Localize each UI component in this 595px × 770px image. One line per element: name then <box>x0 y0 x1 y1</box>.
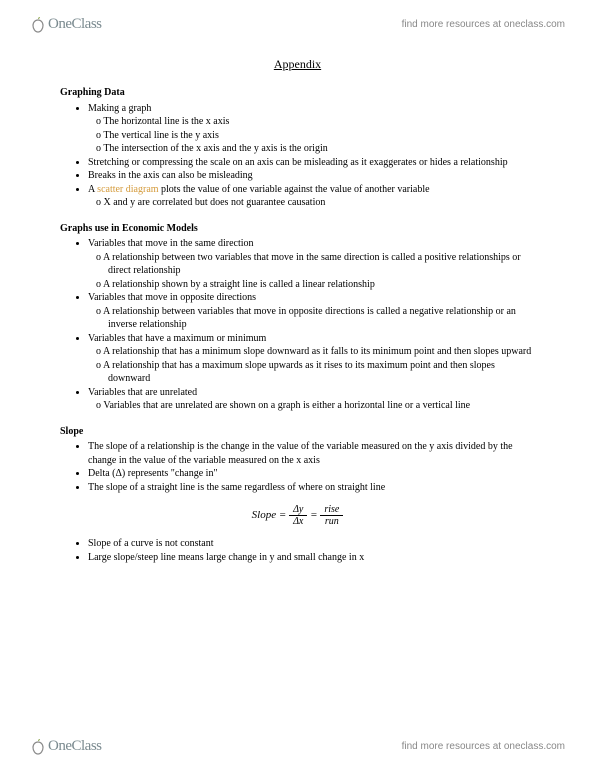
brand-name: OneClass <box>48 738 102 755</box>
list-item: Slope of a curve is not constant <box>88 537 535 551</box>
denominator: Δx <box>289 516 307 527</box>
list-item: Stretching or compressing the scale on a… <box>88 156 535 170</box>
page-footer: OneClass find more resources at oneclass… <box>0 730 595 762</box>
list-item: Variables that are unrelated Variables t… <box>88 386 535 413</box>
sublist: Variables that are unrelated are shown o… <box>88 399 535 413</box>
header-tagline: find more resources at oneclass.com <box>402 19 565 30</box>
apple-icon <box>30 737 46 755</box>
list-item: The slope of a straight line is the same… <box>88 481 535 495</box>
list-item: A relationship that has a minimum slope … <box>108 345 535 359</box>
document-body: Appendix Graphing Data Making a graph Th… <box>60 56 535 722</box>
list-item: A scatter diagram plots the value of one… <box>88 183 535 210</box>
numerator: rise <box>320 504 343 516</box>
denominator: run <box>320 516 343 527</box>
sublist: A relationship that has a minimum slope … <box>88 345 535 386</box>
brand-logo: OneClass <box>30 737 102 755</box>
list-item: The intersection of the x axis and the y… <box>108 142 535 156</box>
list-item: A relationship between variables that mo… <box>108 305 535 332</box>
list-item: X and y are correlated but does not guar… <box>108 196 535 210</box>
list-item: A relationship that has a maximum slope … <box>108 359 535 386</box>
list-item: The slope of a relationship is the chang… <box>88 440 535 467</box>
text: plots the value of one variable against … <box>159 184 430 195</box>
sublist: The horizontal line is the x axis The ve… <box>88 115 535 156</box>
fraction: rise run <box>320 504 343 527</box>
section-head: Slope <box>60 425 535 439</box>
list-item: Making a graph The horizontal line is th… <box>88 102 535 156</box>
slope-equation: Slope = Δy Δx = rise run <box>60 504 535 527</box>
list-item: Variables that have a maximum or minimum… <box>88 332 535 386</box>
apple-icon <box>30 15 46 33</box>
text: Variables that move in opposite directio… <box>88 292 256 303</box>
list-item: Delta (Δ) represents "change in" <box>88 467 535 481</box>
list-item: Large slope/steep line means large chang… <box>88 551 535 565</box>
list: Slope of a curve is not constant Large s… <box>60 537 535 564</box>
list-item: The vertical line is the y axis <box>108 129 535 143</box>
footer-tagline: find more resources at oneclass.com <box>402 741 565 752</box>
doc-title: Appendix <box>60 56 535 72</box>
eq-lhs: Slope <box>252 509 276 521</box>
list-item: The horizontal line is the x axis <box>108 115 535 129</box>
sublist: A relationship between two variables tha… <box>88 251 535 292</box>
list-item: A relationship between two variables tha… <box>108 251 535 278</box>
list-item: Variables that are unrelated are shown o… <box>108 399 535 413</box>
text: Variables that are unrelated <box>88 387 197 398</box>
text: A <box>88 184 97 195</box>
page-header: OneClass find more resources at oneclass… <box>0 8 595 40</box>
text: Variables that have a maximum or minimum <box>88 333 266 344</box>
brand-logo: OneClass <box>30 15 102 33</box>
section-head: Graphing Data <box>60 86 535 100</box>
list-item: A relationship shown by a straight line … <box>108 278 535 292</box>
text: Variables that move in the same directio… <box>88 238 254 249</box>
list: The slope of a relationship is the chang… <box>60 440 535 494</box>
fraction: Δy Δx <box>289 504 307 527</box>
list-item: Breaks in the axis can also be misleadin… <box>88 169 535 183</box>
section-head: Graphs use in Economic Models <box>60 222 535 236</box>
text: Making a graph <box>88 103 151 114</box>
list-item: Variables that move in the same directio… <box>88 237 535 291</box>
list-item: Variables that move in opposite directio… <box>88 291 535 332</box>
sublist: X and y are correlated but does not guar… <box>88 196 535 210</box>
list: Making a graph The horizontal line is th… <box>60 102 535 210</box>
sublist: A relationship between variables that mo… <box>88 305 535 332</box>
list: Variables that move in the same directio… <box>60 237 535 413</box>
numerator: Δy <box>289 504 307 516</box>
highlighted-term: scatter diagram <box>97 184 158 195</box>
brand-name: OneClass <box>48 16 102 33</box>
